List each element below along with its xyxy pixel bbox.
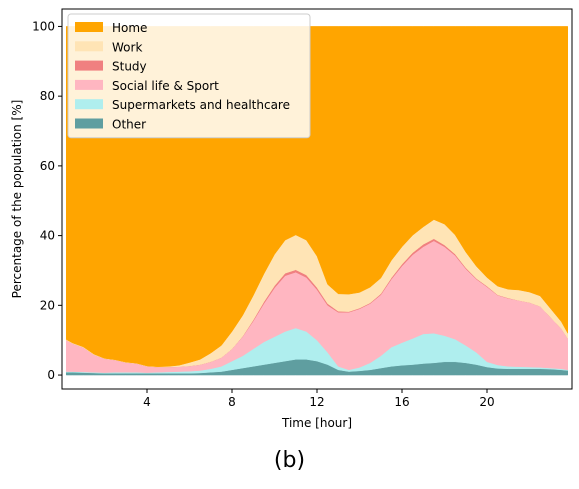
legend-swatch-other (75, 118, 103, 129)
y-tick-label: 0 (47, 368, 55, 382)
legend-swatch-home (75, 22, 103, 32)
legend-swatch-study (75, 60, 103, 71)
legend-swatch-work (75, 41, 103, 52)
x-tick-label: 12 (309, 395, 324, 409)
y-axis-label: Percentage of the population [%] (10, 100, 24, 299)
x-tick-label: 16 (394, 395, 409, 409)
y-axis-ticks: 0 20 40 60 80 100 (32, 19, 62, 382)
x-tick-label: 4 (143, 395, 151, 409)
x-axis-label: Time [hour] (281, 416, 352, 430)
chart: 4 8 12 16 20 0 20 40 60 80 100 Time [hour] Percen… (10, 8, 573, 430)
legend-label-other: Other (112, 118, 146, 132)
legend-label-home: Home (112, 21, 147, 35)
legend-frame (67, 13, 311, 139)
y-tick-label: 20 (40, 298, 55, 312)
y-tick-label: 60 (40, 159, 55, 173)
legend-swatch-supermarkets-and-healthcare (75, 99, 103, 110)
legend-label-supermarkets-and-healthcare: Supermarkets and healthcare (112, 98, 290, 112)
x-tick-label: 20 (479, 395, 494, 409)
panel-label: (b) (273, 448, 306, 473)
legend-label-study: Study (112, 60, 147, 74)
legend-label-work: Work (112, 40, 142, 54)
x-tick-label: 8 (228, 395, 236, 409)
legend-label-social-life-sport: Social life & Sport (112, 79, 219, 93)
y-tick-label: 80 (40, 89, 55, 103)
legend: Home Work Study Social life & Sport Supermar… (67, 13, 311, 139)
x-axis-ticks: 4 8 12 16 20 (143, 389, 495, 409)
y-tick-label: 100 (32, 19, 55, 33)
legend-swatch-social-life-sport (75, 79, 103, 90)
y-tick-label: 40 (40, 229, 55, 243)
